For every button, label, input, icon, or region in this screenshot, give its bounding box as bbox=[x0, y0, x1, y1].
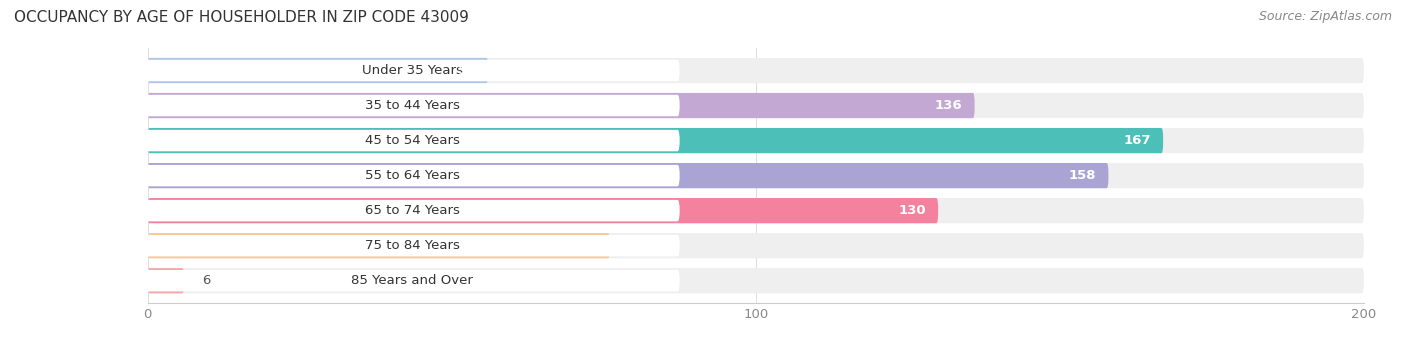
Text: 45 to 54 Years: 45 to 54 Years bbox=[364, 134, 460, 147]
FancyBboxPatch shape bbox=[148, 268, 184, 293]
FancyBboxPatch shape bbox=[148, 93, 1364, 118]
FancyBboxPatch shape bbox=[148, 163, 1364, 188]
Text: 35 to 44 Years: 35 to 44 Years bbox=[364, 99, 460, 112]
Text: 136: 136 bbox=[935, 99, 963, 112]
Text: 55 to 64 Years: 55 to 64 Years bbox=[364, 169, 460, 182]
FancyBboxPatch shape bbox=[148, 198, 938, 223]
Text: Source: ZipAtlas.com: Source: ZipAtlas.com bbox=[1258, 10, 1392, 23]
FancyBboxPatch shape bbox=[148, 58, 1364, 83]
FancyBboxPatch shape bbox=[148, 233, 610, 258]
Text: Under 35 Years: Under 35 Years bbox=[361, 64, 463, 77]
Text: OCCUPANCY BY AGE OF HOUSEHOLDER IN ZIP CODE 43009: OCCUPANCY BY AGE OF HOUSEHOLDER IN ZIP C… bbox=[14, 10, 470, 25]
FancyBboxPatch shape bbox=[148, 128, 1163, 153]
FancyBboxPatch shape bbox=[148, 198, 1364, 223]
FancyBboxPatch shape bbox=[145, 130, 679, 151]
FancyBboxPatch shape bbox=[145, 200, 679, 221]
Text: 6: 6 bbox=[202, 274, 211, 287]
Text: 75 to 84 Years: 75 to 84 Years bbox=[364, 239, 460, 252]
FancyBboxPatch shape bbox=[145, 165, 679, 186]
FancyBboxPatch shape bbox=[148, 268, 1364, 293]
FancyBboxPatch shape bbox=[145, 235, 679, 256]
FancyBboxPatch shape bbox=[145, 95, 679, 116]
FancyBboxPatch shape bbox=[148, 233, 1364, 258]
FancyBboxPatch shape bbox=[145, 60, 679, 81]
Text: 158: 158 bbox=[1069, 169, 1097, 182]
FancyBboxPatch shape bbox=[148, 58, 488, 83]
FancyBboxPatch shape bbox=[145, 270, 679, 292]
Text: 76: 76 bbox=[579, 239, 598, 252]
Text: 85 Years and Over: 85 Years and Over bbox=[352, 274, 472, 287]
Text: 56: 56 bbox=[457, 64, 477, 77]
Text: 65 to 74 Years: 65 to 74 Years bbox=[364, 204, 460, 217]
Text: 130: 130 bbox=[898, 204, 927, 217]
Text: 167: 167 bbox=[1123, 134, 1152, 147]
FancyBboxPatch shape bbox=[148, 128, 1364, 153]
FancyBboxPatch shape bbox=[148, 163, 1108, 188]
FancyBboxPatch shape bbox=[148, 93, 974, 118]
